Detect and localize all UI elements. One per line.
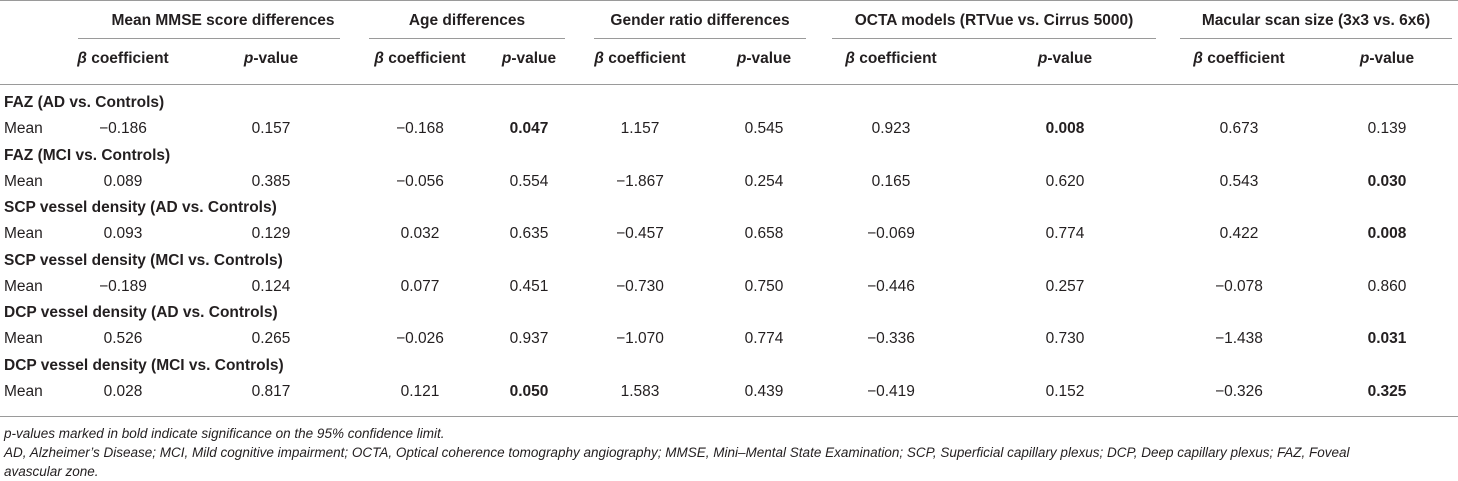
table-cell: −0.056	[396, 172, 444, 190]
table-cell: 0.028	[103, 382, 143, 400]
section-title: DCP vessel density (MCI vs. Controls)	[4, 356, 284, 374]
table-cell: 0.385	[251, 172, 291, 190]
section-title: SCP vessel density (MCI vs. Controls)	[4, 251, 283, 269]
table-cell: 0.543	[1219, 172, 1259, 190]
row-label: Mean	[4, 120, 43, 137]
table-cell: 0.635	[509, 225, 549, 242]
table-cell: 0.937	[509, 330, 549, 347]
footnote-significance: p-values marked in bold indicate signifi…	[4, 426, 445, 441]
group-underline-mmse	[78, 38, 340, 39]
table-cell: −0.069	[867, 225, 915, 242]
subheader-beta-mmse: β coefficient	[77, 50, 169, 67]
table-cell: 0.730	[1045, 330, 1085, 347]
table-cell: 0.093	[103, 225, 143, 242]
table-cell: 0.089	[103, 172, 143, 190]
table-top-rule	[0, 0, 1458, 1]
row-label: Mean	[4, 382, 43, 400]
table-cell: −0.326	[1215, 382, 1263, 400]
table-cell: 0.451	[509, 277, 549, 295]
table-cell: 0.554	[509, 172, 549, 190]
table-cell: −0.078	[1215, 277, 1263, 295]
table-cell: −0.186	[99, 120, 147, 137]
subheader-p-age: p-value	[501, 50, 557, 67]
table-cell: 0.325	[1367, 382, 1407, 400]
table-cell: 0.526	[103, 330, 143, 347]
group-underline-gender	[594, 38, 806, 39]
table-cell: 0.774	[1045, 225, 1085, 242]
table-cell: −0.419	[867, 382, 915, 400]
table-cell: 1.157	[620, 120, 660, 137]
table-cell: 0.923	[871, 120, 911, 137]
table-cell: 0.121	[400, 382, 440, 400]
table-cell: −1.867	[616, 172, 664, 190]
table-cell: −0.336	[867, 330, 915, 347]
table-cell: −0.189	[99, 277, 147, 295]
group-header-age: Age differences	[408, 12, 526, 29]
table-cell: 0.257	[1045, 277, 1085, 295]
subheader-beta-age: β coefficient	[374, 50, 466, 67]
table-cell: −0.457	[616, 225, 664, 242]
group-underline-scan-size	[1180, 38, 1452, 39]
group-header-mmse: Mean MMSE score differences	[111, 12, 335, 29]
table-cell: 0.031	[1367, 330, 1407, 347]
table-cell: 1.583	[620, 382, 660, 400]
table-cell: 0.032	[400, 225, 440, 242]
table-cell: 0.658	[744, 225, 784, 242]
table-cell: 0.774	[744, 330, 784, 347]
table-cell: 0.860	[1367, 277, 1407, 295]
row-label: Mean	[4, 277, 43, 295]
section-title: FAZ (AD vs. Controls)	[4, 94, 165, 111]
table-cell: −1.070	[616, 330, 664, 347]
subheader-beta-scan-size: β coefficient	[1193, 50, 1285, 67]
table-cell: 0.050	[509, 382, 549, 400]
table-cell: 0.030	[1367, 172, 1407, 190]
group-header-scan-size: Macular scan size (3x3 vs. 6x6)	[1201, 12, 1431, 29]
subheader-p-gender: p-value	[736, 50, 792, 67]
table-cell: 0.139	[1367, 120, 1407, 137]
table-cell: 0.750	[744, 277, 784, 295]
table-cell: 0.008	[1367, 225, 1407, 242]
row-label: Mean	[4, 330, 43, 347]
group-header-gender: Gender ratio differences	[610, 12, 790, 29]
table-cell: 0.047	[509, 120, 549, 137]
table-cell: −0.446	[867, 277, 915, 295]
section-title: SCP vessel density (AD vs. Controls)	[4, 199, 277, 216]
footnote-abbreviations: AD, Alzheimer’s Disease; MCI, Mild cogni…	[4, 445, 1350, 460]
subheader-p-scan-size: p-value	[1359, 50, 1415, 67]
subheader-beta-octa: β coefficient	[845, 50, 937, 67]
group-underline-octa	[832, 38, 1156, 39]
table-cell: 0.129	[251, 225, 291, 242]
table-bottom-rule	[0, 416, 1458, 417]
table-cell: 0.077	[400, 277, 440, 295]
table-cell: 0.422	[1219, 225, 1259, 242]
table-cell: −0.026	[396, 330, 444, 347]
header-bottom-rule	[0, 84, 1458, 85]
row-label: Mean	[4, 225, 43, 242]
subheader-beta-gender: β coefficient	[594, 50, 686, 67]
table-cell: −1.438	[1215, 330, 1263, 347]
table-cell: 0.152	[1045, 382, 1085, 400]
table-cell: −0.168	[396, 120, 444, 137]
table-cell: 0.620	[1045, 172, 1085, 190]
subheader-p-octa: p-value	[1037, 50, 1093, 67]
section-title: FAZ (MCI vs. Controls)	[4, 146, 171, 164]
table-cell: 0.545	[744, 120, 784, 137]
table-cell: 0.673	[1219, 120, 1259, 137]
group-underline-age	[369, 38, 565, 39]
table-cell: 0.817	[251, 382, 291, 400]
table-cell: 0.265	[251, 330, 291, 347]
table-cell: 0.439	[744, 382, 784, 400]
table-cell: 0.157	[251, 120, 291, 137]
table-cell: 0.254	[744, 172, 784, 190]
table-cell: 0.008	[1045, 120, 1085, 137]
subheader-p-mmse: p-value	[243, 50, 299, 67]
table-cell: −0.730	[616, 277, 664, 295]
section-title: DCP vessel density (AD vs. Controls)	[4, 304, 278, 321]
row-label: Mean	[4, 172, 43, 190]
footnote-abbreviations-cont: avascular zone.	[4, 464, 99, 479]
group-header-octa: OCTA models (RTVue vs. Cirrus 5000)	[854, 12, 1134, 29]
table-cell: 0.124	[251, 277, 291, 295]
table-cell: 0.165	[871, 172, 911, 190]
